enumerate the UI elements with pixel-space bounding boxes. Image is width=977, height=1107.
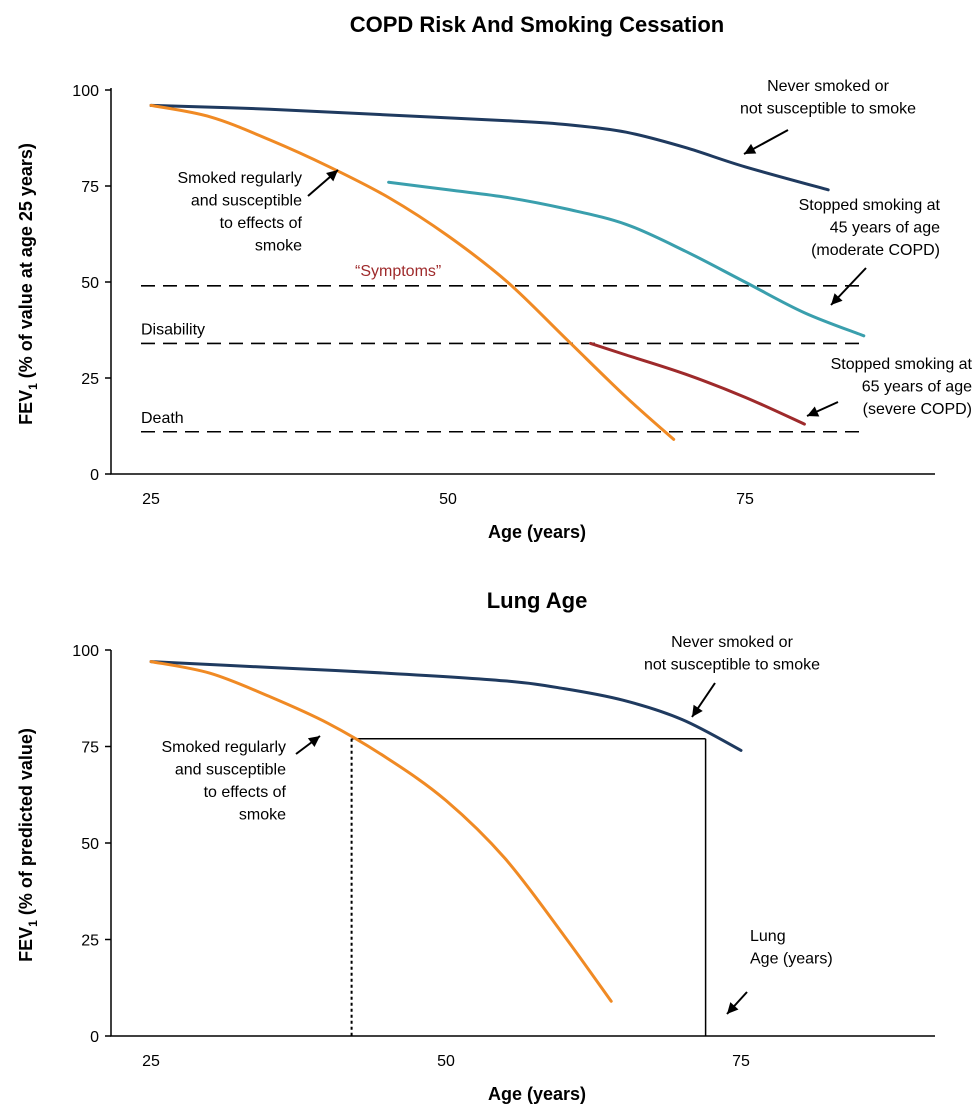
y-tick-label: 0 [90,1029,99,1046]
y-axis-title: FEV1 (% of value at age 25 years) [16,143,40,425]
y-tick-label: 50 [81,275,99,292]
series-line-never [149,660,743,752]
annotation-arrow [830,267,867,306]
axes [110,650,935,1037]
y-axis-title: FEV1 (% of predicted value) [16,728,40,962]
chart-title: COPD Risk And Smoking Cessation [350,12,724,37]
chart-title: Lung Age [487,588,588,613]
y-tick-label: 100 [72,83,99,100]
series-line-stop45 [387,180,866,338]
annotation-smoked: Smoked regularly and susceptible to effect… [162,739,287,824]
annotation-arrow [806,401,839,417]
y-tick-label: 75 [81,179,99,196]
x-tick-label: 50 [437,1053,455,1070]
y-tick-label: 25 [81,933,99,950]
annotation-arrow [743,129,789,155]
annotation-never-smoked: Never smoked or not susceptible to smoke [644,634,820,674]
y-tick-label: 0 [90,467,99,484]
annotation-never-smoked: Never smoked or not susceptible to smoke [740,78,916,118]
annotation-arrow [691,682,716,718]
annotation-arrow [726,991,748,1015]
x-axis-title: Age (years) [488,522,586,542]
reference-label: “Symptoms” [355,263,441,280]
reference-label: Death [141,410,184,427]
series-line-stop65 [589,341,806,426]
reference-label: Disability [141,321,205,338]
annotation-smoked: Smoked regularly and susceptible to effect… [178,170,303,255]
annotation-arrow [307,169,339,197]
y-tick-label: 75 [81,740,99,757]
chart-lung-age: Lung Age 0 25 50 75 100 25 50 75 Never smoked or… [16,588,935,1104]
annotation-lung-age: Lung Age (years) [750,928,833,968]
y-tick-label: 50 [81,836,99,853]
series-line-smoked [149,660,613,1003]
annotation-arrow [295,735,321,755]
series-line-smoked [149,103,676,441]
annotation-stopped-65: Stopped smoking at 65 years of age (severe… [831,356,973,418]
x-tick-label: 75 [736,491,754,508]
x-tick-label: 25 [142,491,160,508]
chart-copd-risk: COPD Risk And Smoking Cessation 0 25 50 75 1… [16,12,973,542]
x-tick-label: 25 [142,1053,160,1070]
series-line-never [149,103,830,192]
x-tick-label: 50 [439,491,457,508]
annotation-stopped-45: Stopped smoking at 45 years of age (modera… [799,197,941,259]
x-tick-label: 75 [732,1053,750,1070]
y-tick-label: 100 [72,643,99,660]
y-tick-label: 25 [81,371,99,388]
x-axis-title: Age (years) [488,1084,586,1104]
